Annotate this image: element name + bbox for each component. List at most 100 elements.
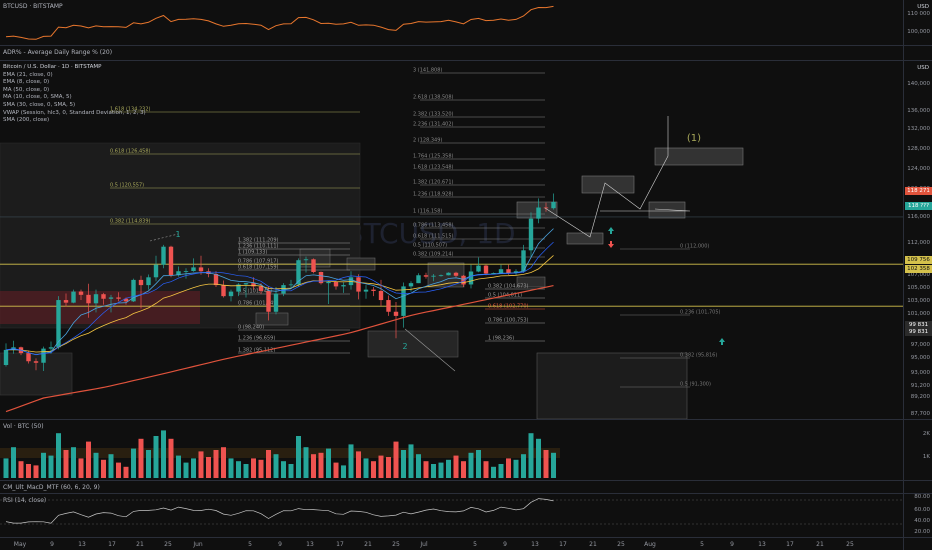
candle-body xyxy=(296,260,301,285)
candle-body xyxy=(108,297,114,299)
price-axis-label: 93,000 xyxy=(910,370,930,376)
candle-body xyxy=(138,279,144,286)
price-axis-label: 91,200 xyxy=(910,383,930,389)
candle-body xyxy=(86,294,91,304)
candle-body xyxy=(71,291,76,303)
legend-item[interactable]: SMA (200, close) xyxy=(3,117,50,124)
volume-bar xyxy=(528,433,534,478)
candle-body xyxy=(431,275,436,277)
fib-mid-label: 1.236 (96,659) xyxy=(238,336,275,342)
volume-bar xyxy=(521,454,526,478)
volume-bar xyxy=(483,461,489,478)
top-pane-line xyxy=(5,5,554,40)
legend-item[interactable]: SMA (30, close, 0, SMA, 5) xyxy=(3,101,76,108)
candle-body xyxy=(101,294,106,299)
sma-200-line xyxy=(5,285,554,413)
volume-bar xyxy=(78,458,84,478)
price-axis-label: 107,000 xyxy=(907,272,930,278)
projection-box xyxy=(581,175,635,194)
candle-body xyxy=(303,259,309,261)
top-pane: BTCUSD · BITSTAMP xyxy=(0,0,932,45)
volume-bar xyxy=(326,448,331,478)
arrow-up-icon xyxy=(610,231,612,234)
candle-body xyxy=(273,293,279,312)
fib-upper-label: 2 (128,349) xyxy=(413,138,442,144)
top-pane-title: BTCUSD · BITSTAMP xyxy=(3,3,63,10)
wave-1-label: 1 xyxy=(175,230,180,239)
price-axis-label: 124,000 xyxy=(907,166,930,172)
volume-bar xyxy=(341,465,346,478)
volume-bar xyxy=(386,457,391,478)
main-chart-svg[interactable]: BTCUSD, 1D 3 (141,808) 2.618 (138,508) 2.38… xyxy=(0,61,904,419)
legend-item[interactable]: MA (10, close, 0, SMA, 5) xyxy=(3,94,72,101)
candle-body xyxy=(191,267,196,271)
candle-body xyxy=(131,279,136,302)
fib-mid-label: 0.786 (101,349) xyxy=(238,301,279,307)
top-pane-svg xyxy=(5,5,554,40)
legend-item[interactable]: MA (50, close, 0) xyxy=(3,86,50,93)
macd-pane-title: CM_Ult_MacD_MTF (60, 6, 20, 9) xyxy=(3,484,100,491)
candle-body xyxy=(176,271,181,276)
wave-target-label: (1) xyxy=(687,133,701,144)
candle-body xyxy=(153,264,159,278)
date-axis-label: 17 xyxy=(108,541,116,548)
legend-item[interactable]: EMA (8, close, 0) xyxy=(3,79,50,86)
candle-body xyxy=(453,272,459,276)
fib-upper-label: 1.764 (125,358) xyxy=(413,154,454,160)
volume-bar xyxy=(318,452,324,478)
volume-bar xyxy=(131,448,136,478)
fib-right-label: 0.5 (91,300) xyxy=(680,382,711,388)
volume-bar xyxy=(33,465,39,478)
volume-bar xyxy=(236,461,241,478)
fib-mid-label: 0 (98,240) xyxy=(238,325,264,331)
volume-bar xyxy=(296,436,301,478)
legend-item[interactable]: EMA (21, close, 0) xyxy=(3,71,53,78)
legend-item[interactable]: Bitcoin / U.S. Dollar · 1D · BITSTAMP xyxy=(3,64,102,70)
candle-body xyxy=(318,272,324,284)
date-axis-label: 9 xyxy=(730,541,734,548)
price-axis-label: 95,000 xyxy=(910,355,930,361)
volume-bar xyxy=(371,461,376,478)
wave-projection-line xyxy=(544,116,669,238)
candle-body xyxy=(251,283,256,287)
date-axis-label: 25 xyxy=(846,541,854,548)
top-axis-label: 100,000 xyxy=(907,29,930,35)
volume-bar xyxy=(273,454,279,478)
volume-bar xyxy=(303,447,309,478)
candle-body xyxy=(551,201,556,209)
fib-mid-label: 0.5 (101,746) xyxy=(238,289,272,295)
date-axis-label: 17 xyxy=(786,541,794,548)
fib-upper-label: 0.5 (110,507) xyxy=(413,243,447,249)
volume-bar xyxy=(281,461,286,478)
volume-bar xyxy=(153,436,159,478)
fib-upper-label: 1.618 (123,548) xyxy=(413,165,454,171)
date-axis-label: 17 xyxy=(559,541,567,548)
fib-left-label: 0.382 (114,839) xyxy=(110,219,151,225)
price-axis[interactable]: USD 110 000 100,000 USD 2K 1K 80.00 60.0… xyxy=(903,0,932,550)
candle-body xyxy=(198,267,204,272)
volume-bar xyxy=(423,461,429,478)
candle-body xyxy=(483,265,489,274)
volume-bar xyxy=(123,466,129,478)
separator-6 xyxy=(0,537,932,538)
date-axis-label: 13 xyxy=(306,541,314,548)
fib-upper-label: 0.786 (113,458) xyxy=(413,223,454,229)
candle-body xyxy=(461,275,466,285)
arrow-up-icon xyxy=(719,338,725,342)
date-axis-label: 21 xyxy=(589,541,597,548)
volume-bar xyxy=(468,452,474,478)
fib-upper-label: 2.618 (138,508) xyxy=(413,95,454,101)
candle-body xyxy=(116,297,121,299)
arrow-down-icon xyxy=(610,241,612,244)
volume-bar xyxy=(446,459,451,478)
volume-bar xyxy=(116,462,121,478)
volume-bar xyxy=(266,450,271,478)
date-axis-label: 5 xyxy=(473,541,477,548)
legend-item[interactable]: VWAP (Session, hlc3, 0, Standard Deviati… xyxy=(3,109,146,116)
top-currency-label: USD xyxy=(917,4,929,10)
volume-bar xyxy=(453,455,459,478)
volume-bar xyxy=(161,430,166,478)
fib-left-label: 0.618 (126,458) xyxy=(110,149,151,155)
rsi-axis-label: 80.00 xyxy=(914,494,930,500)
candle-body xyxy=(363,289,369,292)
